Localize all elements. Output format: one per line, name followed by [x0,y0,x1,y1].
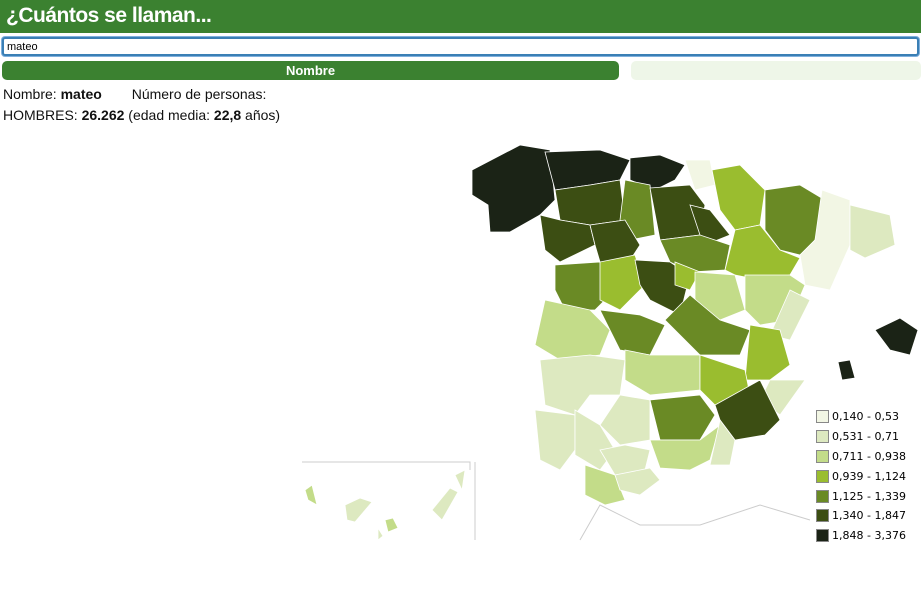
legend-swatch [816,489,829,503]
legend-item: 0,939 - 1,124 [816,466,906,486]
legend-swatch [816,509,829,523]
province-region[interactable] [599,444,651,476]
legend-swatch [816,449,829,463]
legend-item: 1,340 - 1,847 [816,506,906,526]
legend-label: 1,340 - 1,847 [832,509,906,523]
legend-label: 1,125 - 1,339 [832,489,906,503]
legend-item: 0,531 - 0,71 [816,427,906,447]
hombres-value: 26.262 [81,107,125,123]
province-region[interactable] [837,359,856,381]
app-title: ¿Cuántos se llaman... [0,0,921,33]
hombres-info: HOMBRES: 26.262 (edad media: 22,8 años) [3,106,280,124]
province-region[interactable] [384,517,399,533]
province-region[interactable] [709,419,736,466]
map-frame-lines [302,461,811,541]
map-legend: 0,140 - 0,53 0,531 - 0,71 0,711 - 0,938 0,9… [816,407,906,546]
hombres-label: HOMBRES: [3,107,78,123]
province-region[interactable] [471,144,556,233]
legend-label: 0,531 - 0,71 [832,430,899,444]
province-region[interactable] [599,254,646,311]
name-info: Nombre: mateo Número de personas: [3,85,266,103]
province-region[interactable] [377,526,384,541]
province-region[interactable] [534,409,576,471]
province-region[interactable] [431,487,459,521]
province-region[interactable] [649,423,721,471]
province-region[interactable] [674,261,701,291]
province-region[interactable] [649,394,716,441]
personas-label: Número de personas: [131,86,267,102]
province-region[interactable] [769,289,811,341]
legend-label: 0,939 - 1,124 [832,469,906,483]
province-region[interactable] [619,179,656,241]
edad-label: (edad media: [128,107,211,123]
legend-item: 0,711 - 0,938 [816,447,906,467]
legend-swatch [816,469,829,483]
legend-swatch [816,410,829,424]
name-search-input[interactable] [2,37,919,56]
province-region[interactable] [344,497,373,523]
province-region[interactable] [454,469,466,492]
province-region[interactable] [874,317,919,356]
legend-swatch [816,430,829,444]
legend-label: 0,711 - 0,938 [832,449,906,463]
nombre-value: mateo [60,86,102,102]
legend-item: 1,125 - 1,339 [816,486,906,506]
province-region[interactable] [599,309,666,356]
province-region[interactable] [599,394,651,446]
legend-item: 1,848 - 3,376 [816,526,906,546]
edad-unit: años) [245,107,281,123]
legend-label: 1,848 - 3,376 [832,529,906,543]
legend-swatch [816,529,829,543]
province-region[interactable] [534,299,611,361]
province-region[interactable] [849,204,896,259]
province-region[interactable] [614,467,661,496]
province-region[interactable] [711,164,766,231]
legend-label: 0,140 - 0,53 [832,410,899,424]
tab-secondary[interactable] [631,61,921,80]
province-region[interactable] [744,324,791,381]
nombre-label: Nombre: [3,86,57,102]
province-region[interactable] [629,154,686,191]
edad-value: 22,8 [213,107,242,123]
province-region[interactable] [304,484,318,506]
province-region[interactable] [624,349,701,396]
province-region[interactable] [539,354,626,416]
legend-item: 0,140 - 0,53 [816,407,906,427]
tab-nombre[interactable]: Nombre [2,61,619,80]
